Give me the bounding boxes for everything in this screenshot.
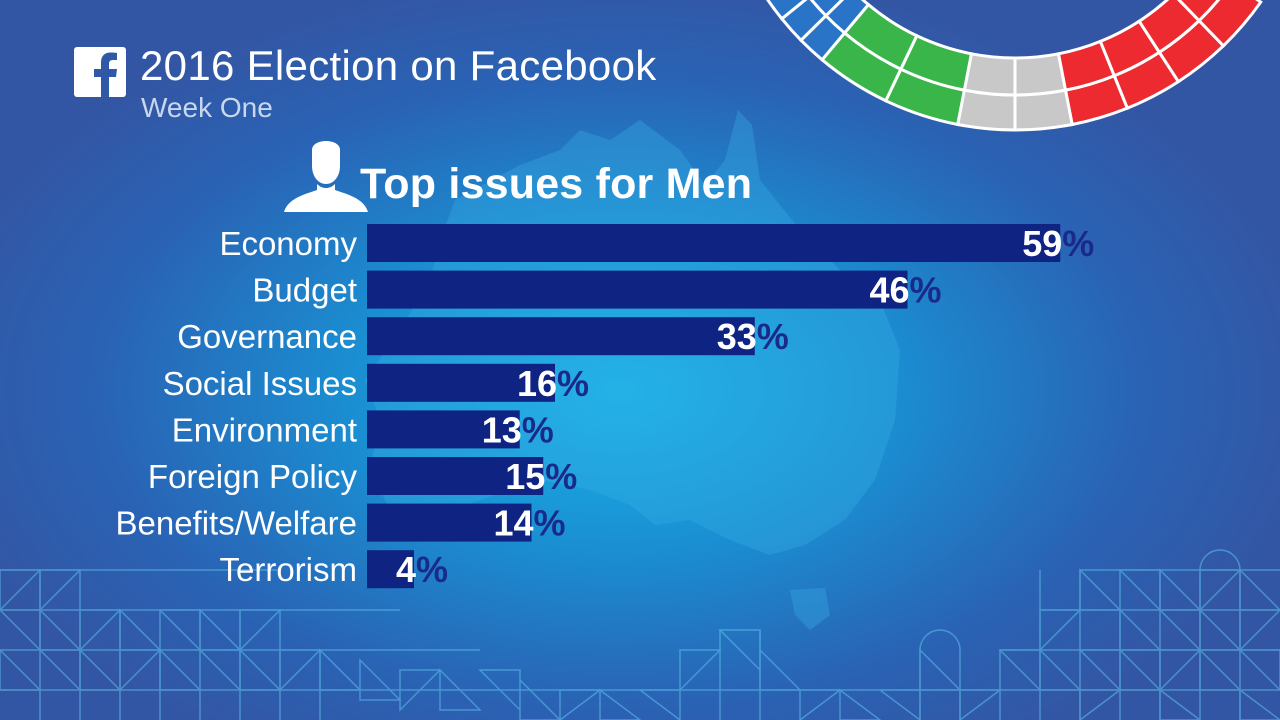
page-subtitle: Week One: [141, 92, 273, 123]
bar-governance: [367, 317, 755, 356]
bar-economy: [367, 224, 1061, 262]
seat-segment: [809, 0, 845, 18]
value-percent-sign: %: [545, 456, 577, 497]
value-label-economy: 59%: [1022, 223, 1094, 264]
page-title: 2016 Election on Facebook: [140, 42, 657, 89]
value-label-benefits-welfare: 14%: [493, 503, 565, 544]
category-label-social-issues: Social Issues: [163, 365, 357, 402]
seat-segment: [1177, 0, 1221, 23]
bar-budget: [367, 270, 908, 309]
bar-benefits-welfare: [367, 503, 532, 542]
category-label-benefits-welfare: Benefits/Welfare: [115, 505, 357, 542]
bar-social-issues: [367, 363, 555, 402]
category-label-economy: Economy: [219, 225, 357, 262]
value-label-terrorism: 4%: [396, 549, 448, 590]
category-label-terrorism: Terrorism: [220, 551, 358, 588]
value-number: 15: [505, 456, 545, 497]
value-label-foreign-policy: 15%: [505, 456, 577, 497]
value-number: 33: [717, 316, 757, 357]
value-number: 46: [869, 270, 909, 311]
category-label-environment: Environment: [172, 411, 357, 448]
seat-segment: [766, 0, 808, 21]
value-percent-sign: %: [534, 503, 566, 544]
value-label-budget: 46%: [869, 270, 941, 311]
category-label-budget: Budget: [252, 272, 357, 309]
category-label-governance: Governance: [177, 318, 357, 355]
value-label-governance: 33%: [717, 316, 789, 357]
value-number: 59: [1022, 223, 1062, 264]
value-label-environment: 13%: [482, 409, 554, 450]
value-number: 14: [493, 503, 533, 544]
chart-title: Top issues for Men: [360, 160, 753, 208]
value-percent-sign: %: [1062, 223, 1094, 264]
facebook-logo-icon: [74, 47, 126, 97]
person-silhouette-icon: [284, 141, 368, 212]
value-percent-sign: %: [557, 363, 589, 404]
triangle-pattern: [0, 549, 1280, 720]
bar-foreign-policy: [367, 457, 544, 495]
value-percent-sign: %: [757, 316, 789, 357]
value-label-social-issues: 16%: [517, 363, 589, 404]
value-number: 16: [517, 363, 557, 404]
seat-segment: [1137, 0, 1202, 55]
value-number: 4: [396, 549, 416, 590]
bar-terrorism: [367, 550, 414, 589]
category-label-foreign-policy: Foreign Policy: [148, 458, 358, 495]
value-percent-sign: %: [416, 549, 448, 590]
value-percent-sign: %: [522, 409, 554, 450]
value-percent-sign: %: [910, 270, 942, 311]
value-number: 13: [482, 409, 522, 450]
bar-environment: [367, 410, 520, 449]
